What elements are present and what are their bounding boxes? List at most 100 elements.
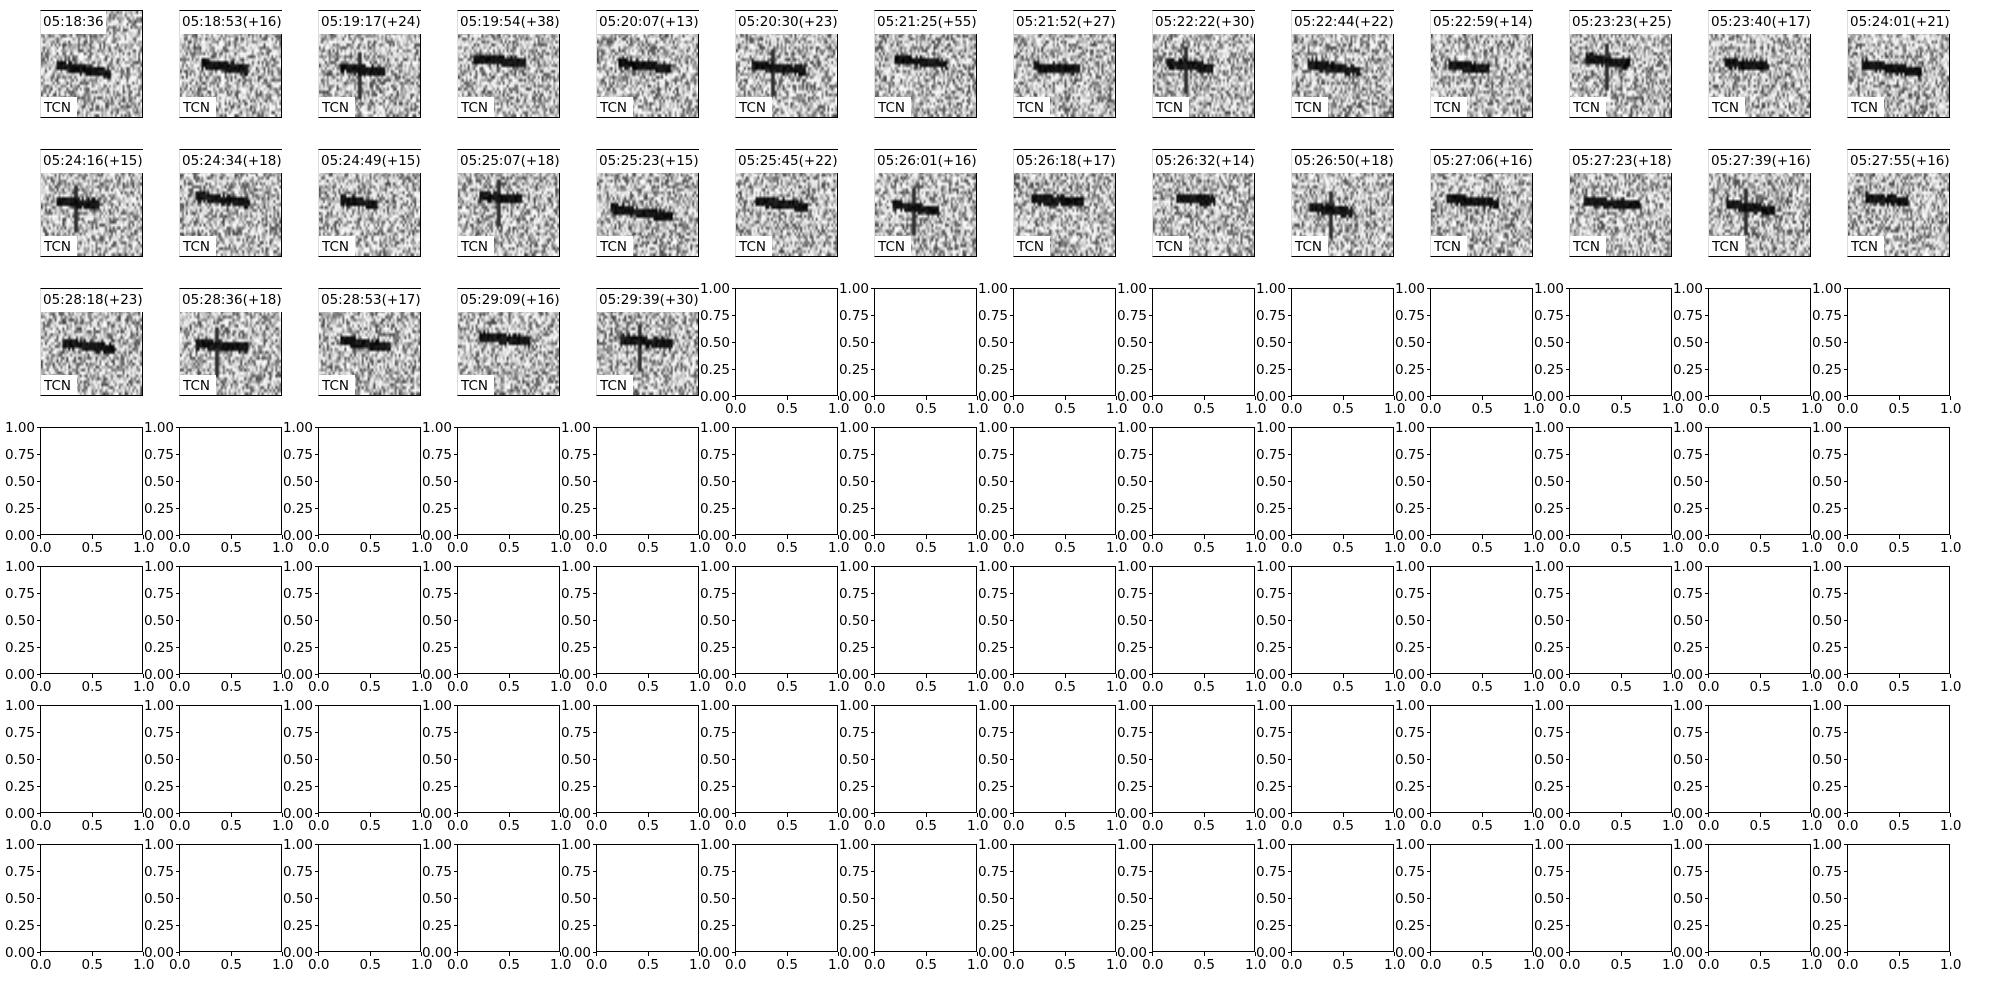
y-tick-label: 0.25 [143,918,174,934]
spectrogram-panel: 05:21:25(+55) TCN [874,10,979,118]
y-tick-label: 0.25 [1672,640,1703,656]
x-tick-label: 1.0 [828,540,850,556]
y-tick-mark [1566,786,1569,787]
x-tick-mark [1898,535,1900,539]
empty-axes: 0.00 0.25 0.50 0.75 1.00 0.0 0.5 1.0 [1117,420,1267,556]
y-tick-label: 0.75 [282,586,313,602]
y-tick-mark [732,647,735,648]
y-tick-label: 0.75 [1394,586,1425,602]
y-tick-mark [1844,732,1847,733]
x-tick-label: 0.0 [308,679,330,695]
x-tick-label: 0.0 [1420,818,1442,834]
y-tick-label: 0.00 [838,667,869,683]
x-tick-label: 1.0 [1106,957,1128,973]
y-tick-mark [1149,620,1152,621]
empty-axes: 0.00 0.25 0.50 0.75 1.00 0.0 0.5 1.0 [1673,420,1823,556]
panel-station-label: TCN [41,236,77,256]
x-tick-mark [1759,396,1761,400]
x-tick-label: 0.0 [725,818,747,834]
empty-axes: 0.00 0.25 0.50 0.75 1.00 0.0 0.5 1.0 [1534,837,1684,973]
y-tick-label: 1.00 [1116,837,1147,853]
y-tick-mark [732,535,735,536]
x-tick-mark [230,952,232,956]
y-tick-label: 0.75 [1672,586,1703,602]
y-tick-label: 1.00 [1672,698,1703,714]
x-tick-mark [1342,952,1344,956]
x-tick-mark [596,674,597,678]
y-tick-label: 0.50 [1255,474,1286,490]
y-tick-mark [1705,396,1708,397]
x-tick-label: 0.5 [220,957,242,973]
y-tick-label: 0.25 [560,640,591,656]
y-tick-mark [732,898,735,899]
y-tick-label: 0.50 [1811,613,1842,629]
x-tick-mark [925,535,927,539]
y-tick-mark [315,593,318,594]
x-tick-mark [1533,535,1534,539]
y-tick-mark [1844,369,1847,370]
x-tick-label: 1.0 [1523,401,1545,417]
y-tick-mark [1566,952,1569,953]
y-tick-mark [1149,786,1152,787]
x-tick-mark [282,674,283,678]
y-tick-mark [1010,786,1013,787]
y-tick-mark [1010,871,1013,872]
y-tick-label: 0.50 [1116,613,1147,629]
x-tick-mark [1116,674,1117,678]
panel-time-label: 05:26:01(+16) [875,150,979,173]
y-tick-label: 1.00 [977,698,1008,714]
x-tick-label: 0.5 [915,540,937,556]
x-tick-label: 0.0 [30,540,52,556]
spectrogram-panel: 05:23:23(+25) TCN [1569,10,1674,118]
y-tick-label: 0.00 [977,945,1008,961]
spectrogram-panel: 05:24:49(+15) TCN [318,149,423,257]
y-tick-label: 0.00 [4,667,35,683]
y-tick-label: 0.25 [4,779,35,795]
x-tick-label: 0.5 [1193,540,1215,556]
empty-axes: 0.00 0.25 0.50 0.75 1.00 0.0 0.5 1.0 [1395,281,1545,417]
panel-time-label: 05:23:40(+17) [1709,11,1813,34]
y-tick-label: 0.75 [282,725,313,741]
y-tick-label: 0.75 [1116,586,1147,602]
x-tick-mark [1013,535,1014,539]
panel-station-label: TCN [319,97,355,117]
y-tick-label: 0.75 [560,447,591,463]
y-tick-label: 0.25 [1811,501,1842,517]
y-tick-label: 0.25 [1255,501,1286,517]
y-tick-mark [1010,732,1013,733]
y-tick-label: 1.00 [560,420,591,436]
y-tick-label: 0.00 [699,806,730,822]
y-tick-mark [1705,288,1708,289]
y-tick-label: 0.25 [1116,362,1147,378]
y-tick-mark [454,732,457,733]
y-tick-label: 0.25 [1672,501,1703,517]
y-tick-mark [315,566,318,567]
y-tick-label: 0.50 [1672,613,1703,629]
x-tick-mark [318,535,319,539]
y-tick-label: 0.75 [977,308,1008,324]
y-tick-label: 1.00 [560,698,591,714]
y-tick-mark [1705,925,1708,926]
y-tick-mark [1566,871,1569,872]
x-tick-mark [1481,952,1483,956]
x-tick-label: 0.5 [1054,540,1076,556]
y-tick-mark [871,952,874,953]
y-tick-mark [593,508,596,509]
x-tick-label: 0.0 [1837,540,1859,556]
spectrogram-panel: 05:22:59(+14) TCN [1430,10,1535,118]
x-tick-label: 0.0 [30,679,52,695]
empty-axes: 0.00 0.25 0.50 0.75 1.00 0.0 0.5 1.0 [422,698,572,834]
y-tick-mark [315,786,318,787]
y-tick-label: 0.00 [560,667,591,683]
y-tick-mark [176,535,179,536]
y-tick-label: 1.00 [1116,420,1147,436]
y-tick-label: 1.00 [977,837,1008,853]
x-tick-label: 1.0 [1662,957,1684,973]
y-tick-label: 0.50 [1533,891,1564,907]
y-tick-mark [1705,315,1708,316]
x-tick-mark [1291,535,1292,539]
y-tick-label: 0.75 [1116,447,1147,463]
x-tick-label: 1.0 [1384,540,1406,556]
y-tick-label: 0.50 [4,613,35,629]
x-tick-label: 0.5 [1193,957,1215,973]
